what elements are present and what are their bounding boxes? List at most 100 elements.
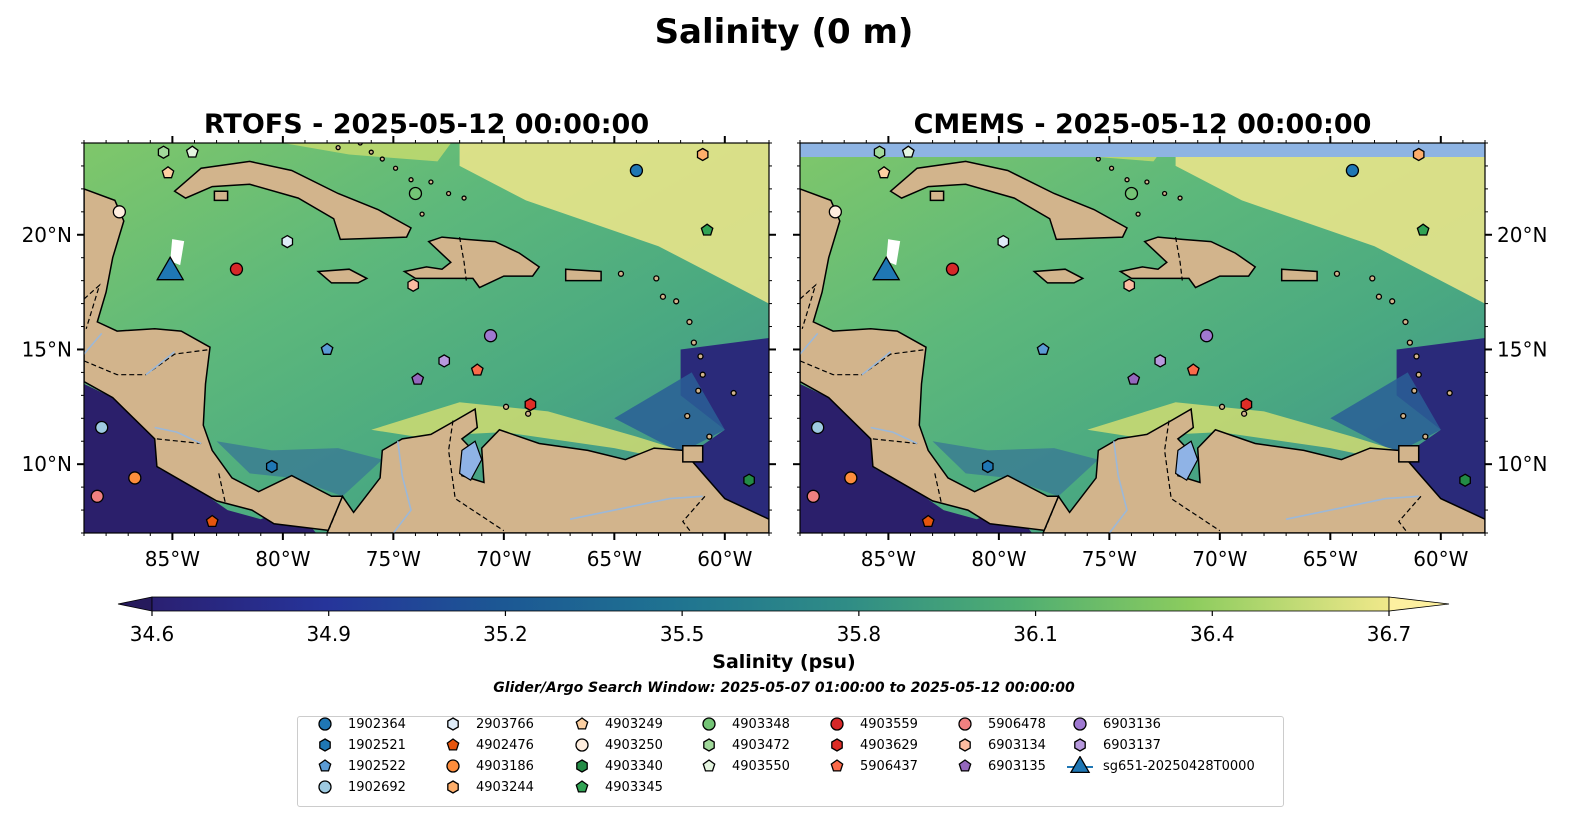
legend-entry: 4902476 — [440, 735, 534, 755]
glider-marker — [156, 255, 185, 281]
colorbar: 34.6 34.9 35.2 35.5 35.8 36.1 36.4 36.7 Salinit… — [117, 596, 1450, 673]
map-content — [800, 143, 1485, 533]
small-island — [1413, 353, 1420, 360]
no-data-strip — [800, 143, 1485, 157]
colorbar-ticks: 34.6 34.9 35.2 35.5 35.8 36.1 36.4 36.7 — [130, 611, 1411, 646]
bahamas-island — [392, 165, 399, 171]
legend-entry: 6903136 — [1067, 714, 1161, 734]
high-salinity-region — [459, 143, 769, 304]
pentagon-marker-icon — [575, 780, 589, 793]
x-tick-label: 60°W — [697, 547, 752, 571]
panel-title: RTOFS - 2025-05-12 00:00:00 — [204, 109, 649, 140]
x-tick-label: 60°W — [1413, 547, 1468, 571]
legend-label: 4903629 — [860, 737, 918, 753]
y-tick-label: 20°N — [1497, 223, 1547, 247]
colorbar-tick-label: 36.1 — [1013, 622, 1058, 646]
legend-label: 6903136 — [1103, 716, 1161, 732]
legend-marker — [1074, 738, 1086, 752]
legend-marker — [831, 738, 843, 752]
country-border — [459, 236, 467, 281]
x-tick-label: 80°W — [971, 547, 1026, 571]
y-tick-label: 10°N — [1497, 452, 1547, 476]
argo-float-marker — [229, 262, 244, 276]
legend-entry: 4903244 — [440, 777, 534, 797]
river — [154, 426, 202, 445]
legend-marker — [446, 759, 460, 773]
x-tick-label: 70°W — [1192, 547, 1247, 571]
argo-float-marker — [128, 471, 142, 485]
legend-label: 2903766 — [476, 716, 534, 732]
small-island — [659, 293, 667, 300]
circle-marker-icon — [446, 759, 460, 773]
argo-float-marker — [921, 514, 935, 528]
small-island — [1446, 389, 1453, 397]
bahamas-island — [1144, 179, 1150, 185]
bahamas-island — [408, 177, 414, 183]
colorbar-extend-low — [117, 596, 153, 612]
small-island — [697, 353, 704, 360]
figure-title: Salinity (0 m) — [655, 12, 914, 52]
argo-float-marker — [411, 372, 425, 385]
legend-label: 4903340 — [605, 758, 663, 774]
river — [569, 495, 703, 520]
legend-entry: 4903250 — [569, 735, 663, 755]
legend-entry: 1902364 — [312, 714, 406, 734]
legend-label: 6903134 — [988, 737, 1046, 753]
colorbar-tick-label: 35.2 — [483, 622, 528, 646]
puerto-rico-land — [564, 268, 602, 282]
small-island — [1218, 403, 1226, 410]
legend-label: 4903250 — [605, 737, 663, 753]
argo-float-marker — [524, 397, 537, 412]
x-tick-label: 75°W — [1082, 547, 1137, 571]
argo-float-marker — [438, 354, 451, 368]
y-tick-label: 15°N — [1497, 337, 1547, 361]
legend-label: 5906437 — [860, 758, 918, 774]
small-island — [686, 318, 693, 326]
circle-marker-icon — [318, 780, 332, 794]
map-frame — [83, 142, 770, 534]
legend-entry: 4903340 — [569, 756, 663, 776]
legend-label: 4903186 — [476, 758, 534, 774]
small-island — [502, 403, 510, 410]
pacific-ocean — [800, 383, 1032, 533]
hexagon-marker-icon — [319, 738, 331, 752]
legend-label: 1902364 — [348, 716, 406, 732]
hexagon-marker-icon — [447, 717, 459, 731]
country-border — [328, 496, 344, 529]
river — [84, 332, 103, 355]
small-island — [1411, 387, 1418, 394]
map-frame — [799, 142, 1486, 534]
legend-marker — [575, 780, 589, 793]
trinidad-land — [682, 445, 704, 463]
small-island — [1389, 298, 1396, 305]
argo-float-marker — [1459, 473, 1471, 487]
south-america-land — [1042, 407, 1485, 533]
argo-float-marker — [185, 145, 199, 158]
legend-entry: sg651-20250428T0000 — [1067, 756, 1255, 776]
legend-label: sg651-20250428T0000 — [1103, 758, 1255, 774]
country-border — [84, 283, 101, 329]
argo-float-marker — [407, 278, 420, 292]
rtofs-map-panel: RTOFS - 2025-05-12 00:00:00 85°W 80°W 75°W 7… — [22, 109, 776, 571]
legend-entry: 6903135 — [952, 756, 1046, 776]
colorbar-extend-high — [1388, 596, 1450, 612]
legend-entry: 1902522 — [312, 756, 406, 776]
pentagon-marker-icon — [318, 759, 332, 772]
x-tick-label: 70°W — [476, 547, 531, 571]
y-tick-label: 10°N — [22, 452, 72, 476]
country-border — [1163, 420, 1221, 532]
small-island — [690, 339, 698, 346]
small-island — [1240, 410, 1248, 417]
bahamas-island — [1161, 190, 1168, 197]
x-tick-label: 85°W — [145, 547, 200, 571]
legend-marker — [959, 738, 971, 752]
legend-entry: 1902692 — [312, 777, 406, 797]
legend-entry: 4903629 — [824, 735, 918, 755]
circle-marker-icon — [958, 717, 972, 731]
isla-juventud-land — [213, 190, 229, 202]
circle-marker-icon — [575, 738, 589, 752]
panel-title: CMEMS - 2025-05-12 00:00:00 — [914, 109, 1372, 140]
pentagon-marker-icon — [446, 738, 460, 751]
hexagon-marker-icon — [576, 759, 588, 773]
legend-entry: 6903134 — [952, 735, 1046, 755]
